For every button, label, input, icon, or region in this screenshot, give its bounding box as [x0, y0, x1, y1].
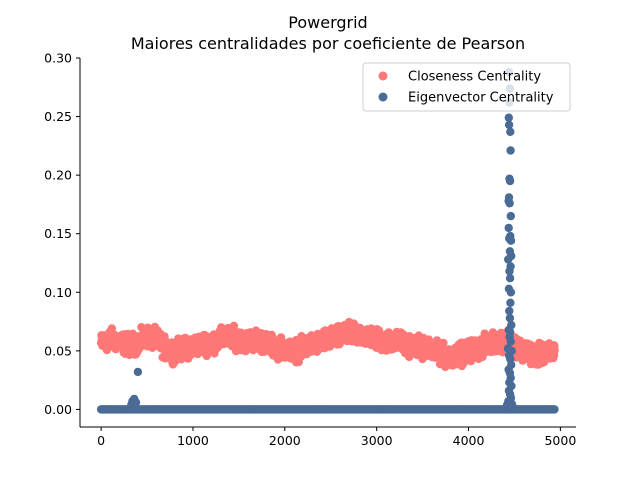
eigenvector-point — [505, 274, 515, 283]
eigenvector-point — [504, 255, 513, 264]
eigenvector-point — [505, 176, 515, 186]
eigenvector-point — [504, 113, 513, 122]
x-tick-label: 4000 — [453, 433, 485, 448]
legend: Closeness Centrality Eigenvector Central… — [362, 62, 571, 112]
closeness-point — [550, 346, 559, 355]
chart-subtitle: Maiores centralidades por coeficiente de… — [131, 34, 525, 53]
eigenvector-point — [505, 267, 514, 276]
y-tick-label: 0.10 — [44, 285, 72, 300]
eigenvector-point — [506, 211, 515, 221]
legend-swatch-eigenvector — [378, 92, 388, 102]
eigenvector-point — [506, 236, 516, 245]
eigenvector-point — [504, 223, 513, 233]
eigenvector-point — [133, 367, 143, 377]
x-tick-label: 0 — [97, 433, 105, 448]
eigenvector-point — [505, 199, 514, 208]
axes — [79, 58, 576, 428]
y-tick-label: 0.05 — [44, 343, 72, 358]
eigenvector-point — [506, 337, 515, 346]
y-ticks: 0.00 0.05 0.10 0.15 0.20 0.25 0.30 — [44, 51, 80, 417]
eigenvector-point — [505, 313, 515, 323]
legend-label-closeness: Closeness Centrality — [408, 70, 541, 85]
y-tick-label: 0.20 — [44, 168, 72, 183]
eigenvector-point — [131, 398, 141, 407]
chart-title: Powergrid — [288, 13, 367, 32]
x-tick-label: 2000 — [269, 433, 301, 448]
eigenvector-point — [506, 288, 516, 297]
y-tick-label: 0.15 — [44, 226, 72, 241]
x-tick-label: 1000 — [177, 433, 209, 448]
legend-label-eigenvector: Eigenvector Centrality — [408, 91, 554, 106]
eigenvector-baseline-series — [96, 405, 559, 414]
eigenvector-point — [550, 405, 559, 414]
closeness-point — [439, 338, 448, 348]
eigenvector-point — [506, 127, 515, 136]
eigenvector-point — [506, 298, 515, 307]
eigenvector-point — [508, 401, 517, 411]
x-tick-label: 5000 — [544, 433, 576, 448]
eigenvector-outlier-series — [127, 67, 517, 411]
legend-box — [362, 62, 571, 112]
closeness-point — [459, 359, 468, 368]
eigenvector-point — [506, 146, 515, 155]
closeness-series — [96, 317, 559, 372]
closeness-point — [432, 336, 442, 345]
x-tick-label: 3000 — [361, 433, 393, 448]
x-ticks: 0 1000 2000 3000 4000 5000 — [97, 427, 576, 448]
eigenvector-point — [505, 306, 514, 316]
legend-swatch-closeness — [378, 71, 388, 81]
eigenvector-point — [504, 120, 514, 129]
y-tick-label: 0.00 — [44, 402, 72, 417]
y-tick-label: 0.25 — [44, 109, 72, 124]
y-tick-label: 0.30 — [44, 51, 72, 66]
